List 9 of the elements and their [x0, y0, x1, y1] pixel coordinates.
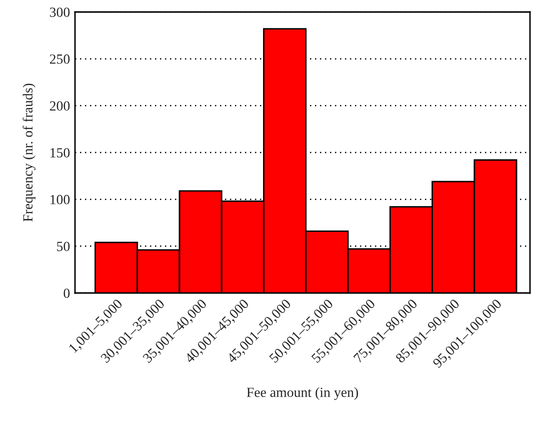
y-tick-label: 0 — [64, 288, 70, 298]
y-tick-label: 250 — [50, 54, 70, 64]
y-tick-label: 100 — [50, 194, 70, 204]
y-tick-label: 200 — [50, 101, 70, 111]
y-tick-label: 150 — [50, 148, 70, 158]
y-tick-label: 50 — [57, 242, 70, 252]
y-axis-title: Frequency (nr. of frauds) — [22, 84, 36, 222]
y-tick-label: 300 — [50, 8, 70, 17]
x-axis-title: Fee amount (in yen) — [246, 387, 358, 400]
